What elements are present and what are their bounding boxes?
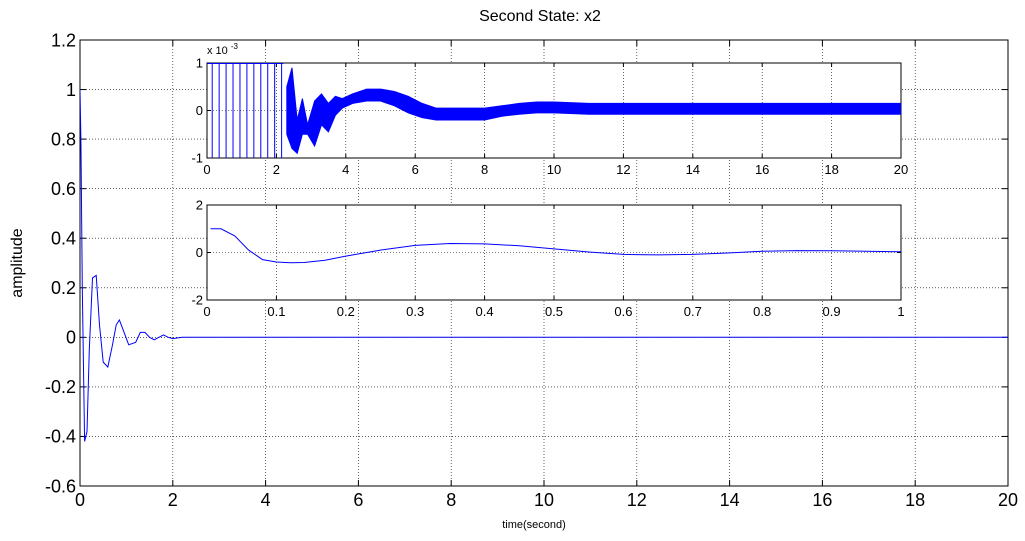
x-tick-label: 0.7	[684, 304, 702, 319]
x-tick-label: 18	[905, 490, 925, 510]
inset-bottom-grid	[206, 204, 902, 301]
x-tick-label: 1	[897, 304, 904, 319]
inset-bottom-ticks	[206, 204, 902, 301]
y-tick-label: -0.6	[45, 476, 76, 496]
y-tick-label: 2	[196, 198, 203, 213]
inset-top-ticks	[206, 62, 902, 159]
x-tick-label: 0.5	[545, 304, 563, 319]
x-tick-label: 0	[203, 304, 210, 319]
y-tick-label: 0	[196, 245, 203, 260]
y-tick-label: 0.8	[51, 129, 76, 149]
y-tick-label: 1	[66, 80, 76, 100]
main-series-line	[80, 89, 1008, 442]
y-tick-label: 0	[66, 328, 76, 348]
inset-top-xtick-labels: 0 2 4 6 8 10 12 14 16 18 20	[203, 162, 908, 177]
x-tick-label: 8	[481, 162, 488, 177]
y-tick-label: 0.2	[51, 278, 76, 298]
y-tick-label: 0.4	[51, 229, 76, 249]
x-axis-label: time(second)	[502, 519, 566, 531]
inset-top-axes: 0 2 4 6 8 10 12 14 16 18 20 -101 x 10 -3	[191, 42, 908, 177]
inset-bottom-xtick-labels: 0 0.1 0.2 0.3 0.4 0.5 0.6 0.7 0.8 0.9 1	[203, 304, 904, 319]
inset-top-clip-lines	[207, 63, 284, 158]
y-tick-label: -2	[191, 293, 203, 308]
main-ytick-labels: -0.6 -0.4 -0.2 0 0.2 0.4 0.6 0.8 1 1.2	[45, 30, 76, 496]
x-tick-label: 2	[168, 490, 178, 510]
inset-top-ytick-labels: -1 0 1	[191, 56, 203, 166]
x-tick-label: 4	[342, 162, 349, 177]
x-tick-label: 0	[203, 162, 210, 177]
main-xtick-labels: 0 2 4 6 8 10 12 14 16 18 20	[75, 490, 1018, 510]
x-tick-label: 2	[273, 162, 280, 177]
x-tick-label: 16	[755, 162, 769, 177]
x-tick-label: 0.9	[823, 304, 841, 319]
inset-bottom-ytick-labels: -2 0 2	[191, 198, 203, 308]
y-tick-label: 0	[196, 103, 203, 118]
x-tick-label: 10	[547, 162, 561, 177]
x-tick-label: 0.1	[267, 304, 285, 319]
x-tick-label: 6	[353, 490, 363, 510]
x-tick-label: 0.2	[337, 304, 355, 319]
x-tick-label: 0.6	[614, 304, 632, 319]
y-tick-label: 1	[196, 56, 203, 71]
y-axis-label: amplitude	[9, 228, 26, 297]
x-tick-label: 12	[627, 490, 647, 510]
inset-top-exponent-power: -3	[231, 42, 239, 51]
inset-top-grid	[206, 62, 902, 159]
x-tick-label: 0.3	[406, 304, 424, 319]
y-tick-label: -0.2	[45, 377, 76, 397]
y-tick-label: -0.4	[45, 427, 76, 447]
chart-title: Second State: x2	[479, 8, 601, 25]
x-tick-label: 16	[812, 490, 832, 510]
x-tick-label: 14	[720, 490, 740, 510]
x-tick-label: 4	[261, 490, 271, 510]
x-tick-label: 20	[998, 490, 1018, 510]
x-tick-label: 10	[534, 490, 554, 510]
x-tick-label: 0	[75, 490, 85, 510]
inset-top-series-band	[286, 67, 901, 155]
y-tick-label: 0.6	[51, 179, 76, 199]
inset-bottom-series-line	[210, 228, 901, 264]
y-tick-label: 1.2	[51, 30, 76, 50]
inset-top-exponent-base: x 10	[207, 45, 228, 57]
inset-top-exponent: x 10 -3	[207, 42, 239, 57]
x-tick-label: 14	[686, 162, 700, 177]
inset-bottom-plot-area	[206, 204, 902, 301]
x-tick-label: 8	[446, 490, 456, 510]
x-tick-label: 18	[824, 162, 838, 177]
x-tick-label: 6	[412, 162, 419, 177]
x-tick-label: 0.8	[753, 304, 771, 319]
x-tick-label: 0.4	[476, 304, 494, 319]
y-tick-label: -1	[191, 151, 203, 166]
inset-bottom-axes: 0 0.1 0.2 0.3 0.4 0.5 0.6 0.7 0.8 0.9 1 -202	[191, 198, 904, 319]
x-tick-label: 12	[616, 162, 630, 177]
x-tick-label: 20	[894, 162, 908, 177]
